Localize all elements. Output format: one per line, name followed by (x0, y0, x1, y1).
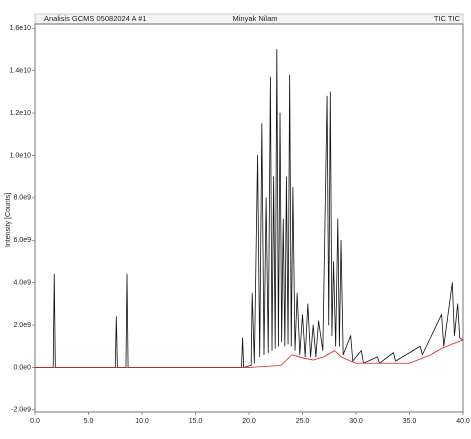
chart-title: Minyak Nilam (232, 14, 277, 23)
y-tick-label: 1.6e10 (10, 25, 32, 32)
x-tick-label: 40.0 (456, 418, 470, 425)
y-tick-label: 8.0e9 (13, 195, 31, 202)
header-left: Analisis GCMS 05082024 A #1 (44, 14, 147, 23)
chart: Analisis GCMS 05082024 A #1 Minyak Nilam… (0, 0, 471, 439)
x-tick-label: 25.0 (296, 418, 310, 425)
y-tick-label: 1.0e10 (10, 152, 32, 159)
x-tick-label: 15.0 (189, 418, 203, 425)
y-tick-label: 1.4e10 (10, 67, 32, 74)
y-tick-label: -2.0e9 (11, 407, 31, 414)
background (0, 0, 471, 439)
x-tick-label: 35.0 (403, 418, 417, 425)
x-tick-label: 30.0 (349, 418, 363, 425)
x-tick-label: 0.0 (30, 418, 40, 425)
y-axis-label: Intensity [Counts] (5, 193, 12, 247)
header-right: TIC TIC (434, 14, 461, 23)
y-tick-label: 1.2e10 (10, 110, 32, 117)
x-tick-label: 5.0 (84, 418, 94, 425)
y-tick-label: 6.0e9 (13, 237, 31, 244)
y-tick-label: 4.0e9 (13, 280, 31, 287)
y-tick-label: 0.0e0 (13, 364, 31, 371)
x-tick-label: 20.0 (242, 418, 256, 425)
y-tick-label: 2.0e9 (13, 322, 31, 329)
x-tick-label: 10.0 (135, 418, 149, 425)
